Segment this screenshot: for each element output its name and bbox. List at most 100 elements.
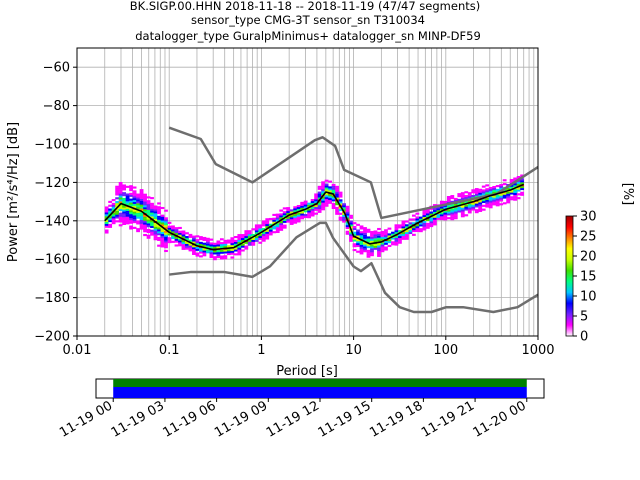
heatmap-cell [139, 217, 144, 221]
heatmap-cell [146, 219, 151, 222]
heatmap-cell [108, 204, 113, 207]
heatmap-cell [139, 227, 144, 230]
chart-title-line-3: datalogger_type GuralpMinimus+ datalogge… [135, 29, 481, 43]
heatmap-cell [439, 206, 444, 209]
heatmap-cell [178, 226, 182, 230]
heatmap-cell [286, 212, 291, 215]
heatmap-cell [363, 234, 367, 237]
heatmap-cell [359, 244, 364, 247]
heatmap-cell [289, 209, 294, 212]
heatmap-cell [275, 213, 280, 216]
heatmap-cell [439, 208, 444, 211]
heatmap-cell [132, 194, 137, 197]
heatmap-cell [247, 241, 252, 244]
heatmap-cell [300, 217, 305, 220]
heatmap-cell [471, 189, 476, 192]
heatmap-cell [108, 200, 113, 203]
heatmap-cell [261, 224, 266, 227]
heatmap-cell [359, 242, 364, 245]
heatmap-cell [181, 242, 186, 245]
x-tick-label: 0.1 [159, 343, 180, 358]
heatmap-cell [401, 222, 406, 225]
heatmap-cell [199, 251, 203, 254]
heatmap-cell [349, 233, 353, 237]
heatmap-cell [307, 204, 312, 207]
heatmap-cell [153, 215, 158, 218]
heatmap-cell [363, 238, 367, 241]
heatmap-cell [261, 233, 266, 236]
heatmap-cell [115, 204, 120, 208]
heatmap-cell [488, 192, 493, 195]
heatmap-cell [411, 222, 416, 225]
heatmap-cell [157, 217, 161, 220]
heatmap-cell [450, 210, 455, 213]
heatmap-cell [122, 211, 127, 214]
heatmap-cell [363, 248, 367, 251]
heatmap-cell [247, 235, 252, 239]
heatmap-cell [157, 225, 161, 228]
heatmap-cell [153, 217, 158, 220]
heatmap-cell [384, 236, 388, 240]
heatmap-cell [139, 200, 144, 203]
heatmap-cell [359, 252, 364, 255]
heatmap-cell [418, 224, 423, 227]
heatmap-cell [160, 224, 165, 227]
heatmap-cell [335, 191, 339, 194]
heatmap-cell [219, 257, 224, 260]
heatmap-cell [377, 249, 381, 252]
heatmap-cell [157, 236, 161, 240]
heatmap-cell [506, 187, 511, 190]
heatmap-cell [146, 221, 151, 224]
heatmap-cell [160, 241, 165, 244]
heatmap-cell [401, 224, 406, 227]
heatmap-cell [160, 218, 165, 221]
heatmap-cell [143, 222, 147, 225]
heatmap-cell [223, 255, 228, 258]
heatmap-cell [293, 215, 298, 218]
heatmap-cell [321, 200, 326, 203]
heatmap-cell [153, 238, 158, 241]
heatmap-cell [492, 189, 497, 192]
heatmap-cell [342, 208, 346, 212]
heatmap-cell [296, 206, 301, 210]
heatmap-cell [408, 224, 413, 227]
heatmap-cell [317, 195, 322, 198]
heatmap-cell [157, 211, 161, 215]
heatmap-cell [485, 190, 490, 193]
heatmap-cell [111, 202, 116, 205]
heatmap-cell [405, 231, 409, 235]
x-tick-label: 0.01 [63, 343, 92, 358]
heatmap-cell [384, 235, 388, 238]
x-tick-label: 10 [345, 343, 362, 358]
heatmap-cell [377, 237, 381, 240]
heatmap-cell [506, 191, 511, 194]
coverage-bar-blue [113, 387, 527, 398]
heatmap-cell [324, 204, 329, 207]
heatmap-cell [300, 207, 305, 210]
heatmap-cell [366, 255, 371, 258]
heatmap-cell [349, 237, 353, 240]
heatmap-cell [143, 216, 147, 219]
heatmap-cell [178, 234, 182, 237]
heatmap-cell [516, 193, 521, 196]
heatmap-cell [464, 196, 469, 200]
heatmap-cell [129, 185, 133, 188]
heatmap-cell [317, 203, 322, 206]
heatmap-cell [293, 208, 298, 211]
heatmap-cell [303, 200, 308, 203]
heatmap-cell [223, 239, 228, 242]
heatmap-cell [185, 236, 189, 239]
heatmap-cell [485, 199, 490, 202]
heatmap-cell [380, 230, 385, 234]
y-tick-label: −180 [34, 291, 70, 306]
heatmap-cell [164, 240, 168, 243]
heatmap-cell [418, 230, 423, 233]
heatmap-cell [216, 250, 221, 253]
colorbar-tick-label: 10 [580, 290, 597, 305]
heatmap-cell [247, 230, 252, 233]
heatmap-cell [464, 204, 469, 207]
heatmap-cell [467, 192, 472, 195]
heatmap-cell [495, 204, 500, 207]
coverage-tick-label: 11-20 00 [471, 398, 529, 440]
heatmap-cell [185, 247, 189, 250]
